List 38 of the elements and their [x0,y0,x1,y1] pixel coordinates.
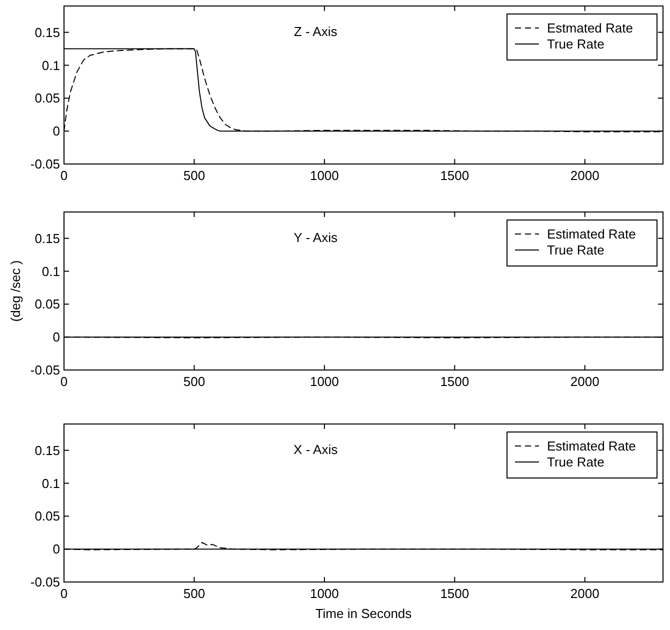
y-tick-label: 0 [52,124,60,139]
x-tick-label: 500 [183,168,206,183]
y-tick-label: -0.05 [30,362,60,378]
y-tick-label: -0.05 [30,156,60,172]
legend-label: Estmated Rate [547,20,633,36]
text: Y - Axis [294,230,338,245]
y-tick-label: 0.1 [42,264,60,279]
y-tick-label: 0.1 [42,476,60,491]
x-tick-label: 2000 [570,168,600,183]
legend-label: True Rate [547,36,604,52]
x-axis-title: Time in Seconds [315,606,412,621]
x-tick-label: 2000 [570,586,600,601]
text: X - Axis [294,442,338,457]
x-tick-label: 500 [183,586,206,601]
x-tick-label: 1000 [310,374,339,389]
y-tick-label: 0 [52,330,60,345]
y-tick-label: 0.15 [34,230,60,246]
x-tick-label: 1500 [440,586,470,601]
x-tick-label: 1000 [310,168,339,183]
legend-label: Estimated Rate [547,438,636,454]
text: Z - Axis [294,24,338,39]
x-tick-label: 1500 [440,168,470,183]
legend-label: True Rate [547,242,604,258]
y-tick-label: 0.05 [34,90,60,106]
x-tick-label: 1500 [440,374,470,389]
x-tick-label: 2000 [570,374,600,389]
y-tick-label: 0.05 [34,508,60,524]
y-tick-label: -0.05 [30,574,60,590]
y-tick-label: 0 [52,542,60,557]
x-tick-label: 500 [183,374,206,389]
x-tick-label: 1000 [310,586,339,601]
y-tick-label: 0.15 [34,24,60,40]
y-tick-label: 0.1 [42,58,60,73]
y-axis-title: (deg /sec ) [8,260,23,322]
y-tick-label: 0.05 [34,296,60,312]
y-tick-label: 0.15 [34,442,60,458]
legend-label: True Rate [547,454,604,470]
legend-label: Estimated Rate [547,226,636,242]
